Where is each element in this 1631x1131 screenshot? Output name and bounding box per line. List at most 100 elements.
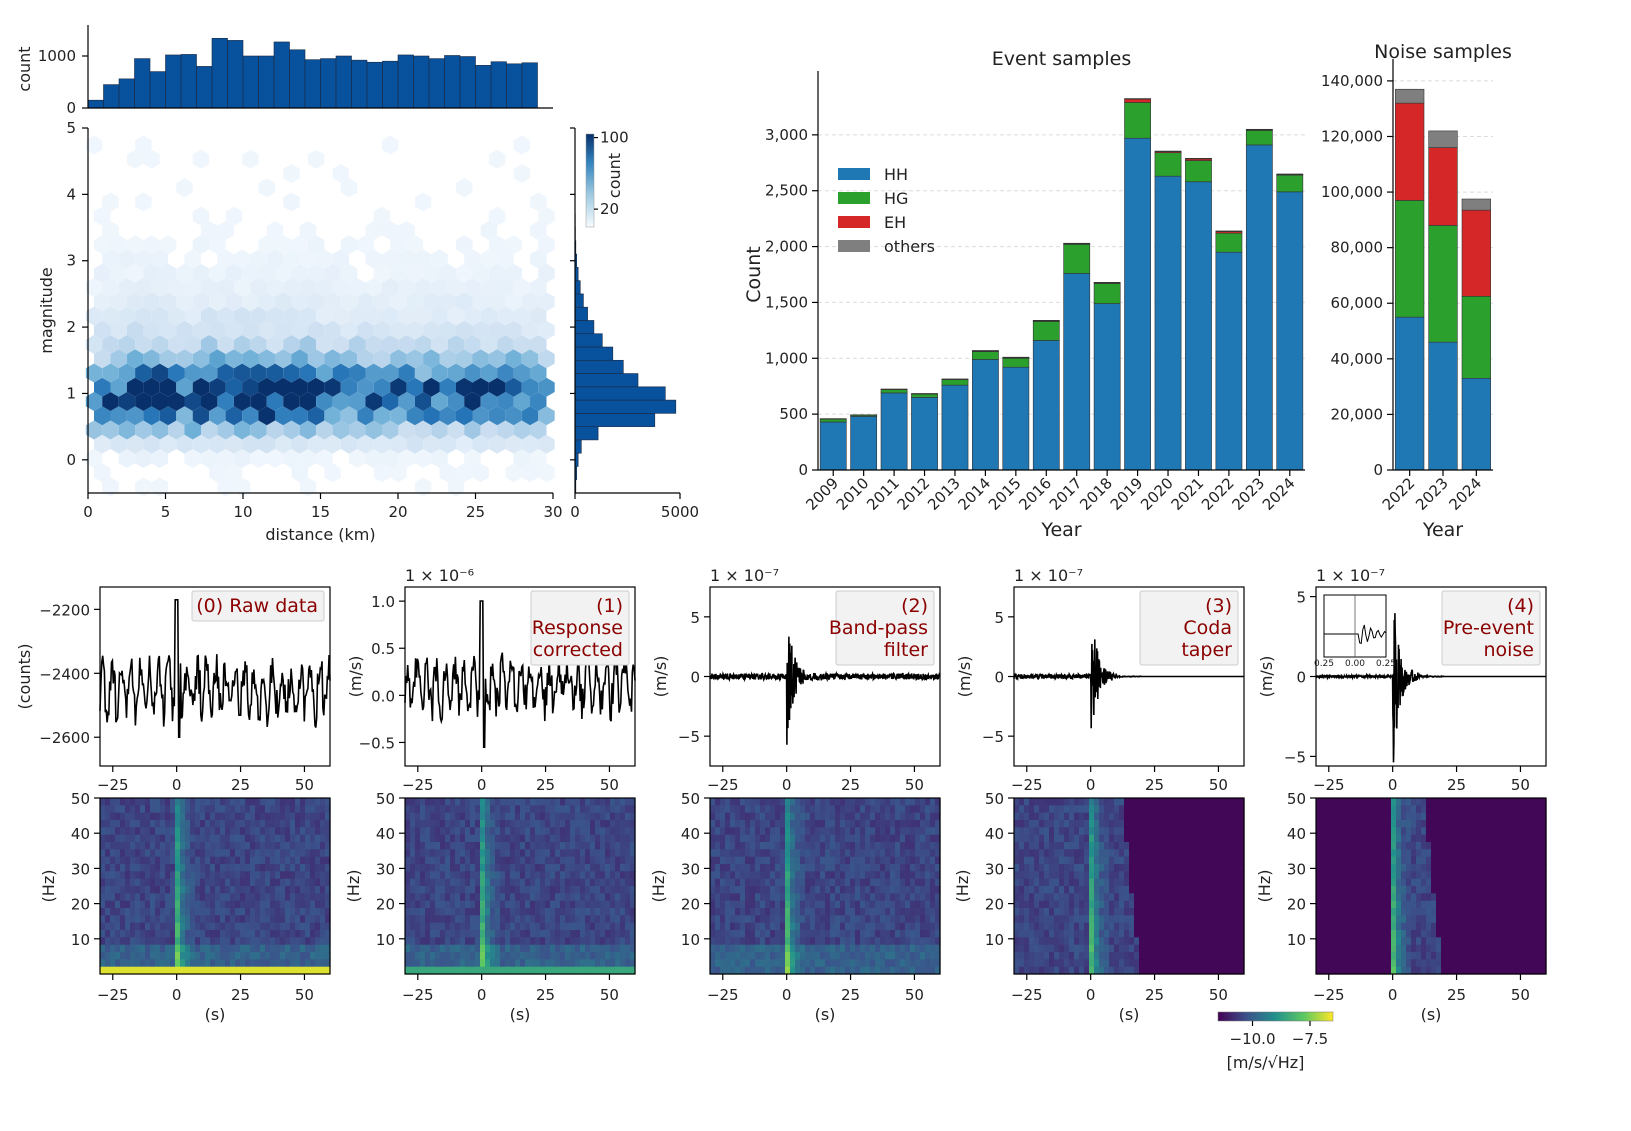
- spectrogram-cell: [710, 849, 716, 858]
- spectrogram-cell: [735, 842, 741, 850]
- spectrogram-cell: [1029, 930, 1035, 938]
- spectrogram-cell: [740, 900, 746, 909]
- spectrogram-cell: [240, 915, 246, 924]
- spectrogram-cell: [280, 915, 286, 924]
- spectrogram-cell: [625, 922, 631, 931]
- spectrogram-cell: [125, 937, 131, 946]
- spectrogram-cell: [1014, 893, 1020, 902]
- spectrogram-cell: [590, 820, 596, 828]
- spectrogram-cell: [415, 908, 421, 916]
- spectrogram-cell: [285, 878, 291, 887]
- spectrogram-cell: [105, 937, 111, 946]
- spectrogram-cell: [1119, 864, 1125, 872]
- panel-label-line: corrected: [533, 639, 623, 661]
- spectrogram-cell: [725, 900, 731, 909]
- spectrogram-cell: [135, 827, 141, 836]
- spectrogram-cell: [510, 952, 516, 960]
- spectrogram-cell: [150, 900, 156, 909]
- spectrogram-cell: [555, 959, 561, 968]
- bar-segment-HG: [1154, 152, 1182, 177]
- spectrogram-cell: [275, 900, 281, 909]
- spectrogram-cell: [175, 886, 181, 894]
- spectrogram-cell: [135, 834, 141, 843]
- spectrogram-cell: [785, 812, 791, 821]
- spectrogram-cell: [160, 952, 166, 960]
- spectrogram-cell: [595, 944, 601, 953]
- spectrogram-cell: [1139, 908, 1145, 916]
- spectrogram-cell: [305, 849, 311, 858]
- spectrogram-cell: [1134, 915, 1140, 924]
- spectrogram-cell: [250, 944, 256, 953]
- spectrogram-cell: [1079, 900, 1085, 909]
- spectrogram-cell: [925, 915, 931, 924]
- spectrogram-cell: [860, 834, 866, 843]
- spectrogram-cell: [920, 959, 926, 968]
- spectrogram-cell: [485, 827, 491, 836]
- spectrogram-cell: [305, 864, 311, 872]
- spectrogram-cell: [120, 856, 126, 865]
- spectrogram-cell: [855, 966, 861, 975]
- spectrogram-cell: [790, 864, 796, 872]
- hexbin-cell: [480, 221, 498, 240]
- spectrogram-cell: [165, 908, 171, 916]
- spectrogram-cell: [475, 827, 481, 836]
- hexbin-cell: [488, 349, 506, 369]
- spectrogram-cell: [280, 820, 286, 828]
- hexbin-cell: [110, 320, 127, 340]
- spectrogram-cell: [575, 798, 581, 806]
- spectrogram-cell: [490, 805, 496, 814]
- spectrogram-cell: [145, 871, 151, 880]
- spectrogram-cell: [160, 915, 166, 924]
- spectrogram-cell: [755, 930, 761, 938]
- spectrogram-cell: [610, 944, 616, 953]
- spectrogram-cell: [715, 959, 721, 968]
- bar-segment-HG: [1093, 283, 1121, 304]
- spectrogram-cell: [515, 908, 521, 916]
- spectrogram-cell: [320, 878, 326, 887]
- spectrogram-cell: [775, 827, 781, 836]
- spectrogram-cell: [1134, 812, 1140, 821]
- spectrogram-cell: [460, 849, 466, 858]
- spectrogram-cell: [555, 952, 561, 960]
- spectrogram-cell: [765, 849, 771, 858]
- spectrogram-cell: [205, 886, 211, 894]
- hexbin-cell: [201, 392, 218, 411]
- spectrogram-cell: [440, 915, 446, 924]
- spectrogram-cell: [870, 849, 876, 858]
- waveform-x-tick-label: 25: [231, 776, 250, 794]
- spectrogram-cell: [580, 922, 586, 931]
- hexbin-cell: [488, 377, 506, 397]
- y-tick-label: 2,500: [765, 182, 808, 200]
- spectrogram-cell: [420, 871, 426, 880]
- spectrogram-cell: [1044, 856, 1050, 865]
- spectrogram-cell: [730, 922, 736, 931]
- spectrogram-cell: [905, 886, 911, 894]
- spectrogram-cell: [880, 937, 886, 946]
- spectrogram-cell: [115, 922, 121, 931]
- spectrogram-cell: [1094, 937, 1100, 946]
- spectrogram-cell: [600, 820, 606, 828]
- spectrogram-cell: [575, 886, 581, 894]
- panel-label-line: Response: [532, 617, 623, 639]
- spectrogram-cell: [1079, 812, 1085, 821]
- spectrogram-cell: [280, 842, 286, 850]
- spectrogram-cell: [745, 966, 751, 975]
- spectrogram-cell: [630, 908, 636, 916]
- spectrogram-cell: [1064, 878, 1070, 887]
- spectrogram-cell: [155, 820, 161, 828]
- hexbin-cell: [192, 149, 210, 169]
- spectrogram-cell: [920, 886, 926, 894]
- spectrogram-cell: [1074, 893, 1080, 902]
- spectrogram-cell: [1129, 805, 1135, 814]
- spectrogram-cell: [105, 812, 111, 821]
- spectrogram-cell: [1144, 966, 1150, 975]
- top-hist-bar: [490, 61, 507, 109]
- spectrogram-cell: [275, 864, 281, 872]
- hexbin-cell: [201, 221, 218, 240]
- spectrogram-cell: [215, 842, 221, 850]
- hexbin-cell: [513, 449, 530, 468]
- spectrogram-cell: [280, 871, 286, 880]
- hexbin-cell: [258, 178, 275, 198]
- spectrogram-cell: [495, 959, 501, 968]
- spectrogram-cell: [1044, 937, 1050, 946]
